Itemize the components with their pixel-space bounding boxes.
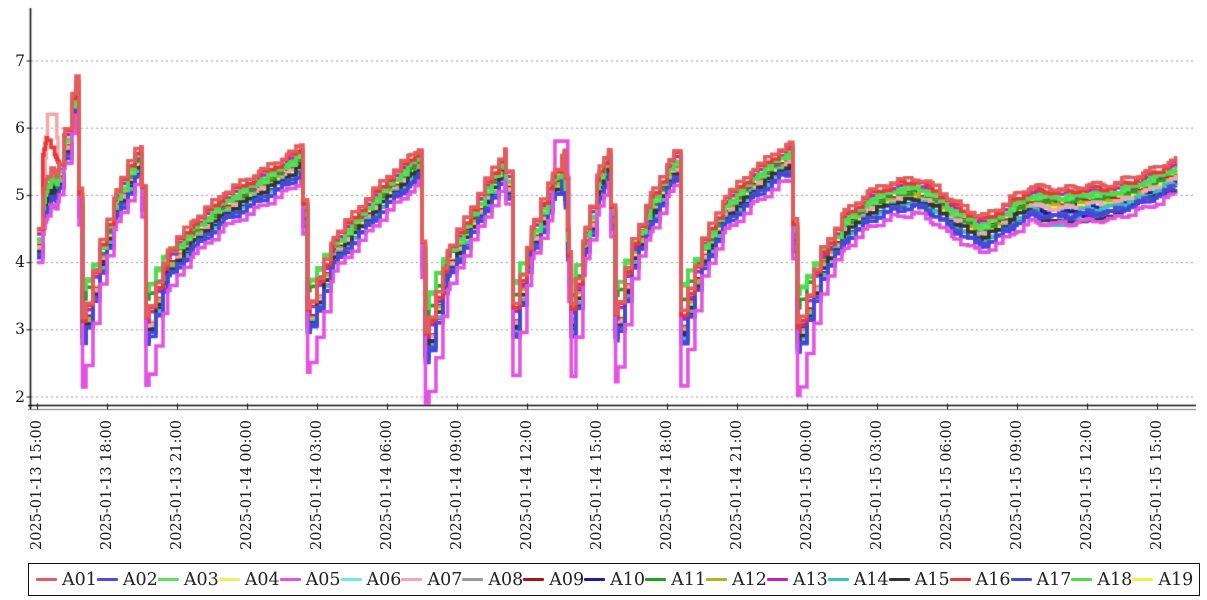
x-tick-label: 2025-01-15 09:00: [1008, 420, 1025, 550]
y-tick-label: 6: [15, 118, 25, 137]
legend-swatch: [888, 577, 910, 582]
legend-label: A02: [122, 569, 158, 590]
legend-item-A18: A18: [1071, 570, 1132, 590]
legend-label: A18: [1097, 569, 1133, 590]
legend-item-A14: A14: [827, 569, 889, 590]
legend-item-A02: A02: [96, 569, 158, 590]
legend-label: A19: [1158, 569, 1194, 590]
legend-item-A01: A01: [36, 570, 97, 590]
legend-swatch: [766, 577, 788, 582]
legend-swatch: [949, 577, 971, 582]
legend-item-A17: A17: [1010, 569, 1072, 590]
x-tick-label: 2025-01-14 18:00: [658, 420, 675, 550]
legend-swatch: [827, 577, 849, 582]
legend-swatch: [584, 577, 606, 582]
legend-swatch: [645, 577, 667, 582]
legend-label: A01: [62, 569, 97, 590]
y-tick-label: 4: [15, 253, 25, 272]
legend-label: A13: [792, 569, 828, 590]
legend-item-A16: A16: [949, 569, 1011, 590]
legend-swatch: [157, 577, 179, 582]
x-tick-label: 2025-01-13 18:00: [98, 420, 115, 550]
legend-item-A03: A03: [157, 569, 219, 590]
y-tick-label: 7: [15, 51, 25, 70]
legend-item-A06: A06: [340, 569, 402, 590]
legend-label: A17: [1036, 569, 1072, 590]
y-tick-label: 3: [15, 320, 25, 339]
legend-swatch: [1132, 577, 1154, 582]
legend-label: A11: [671, 569, 706, 590]
legend-swatch: [218, 577, 240, 582]
x-tick-label: 2025-01-14 12:00: [518, 420, 535, 550]
legend-swatch: [36, 577, 57, 582]
legend-label: A16: [975, 569, 1011, 590]
legend-item-A04: A04: [218, 569, 280, 590]
x-tick-label: 2025-01-13 21:00: [168, 420, 185, 550]
legend-item-A13: A13: [766, 569, 828, 590]
legend-label: A15: [914, 569, 950, 590]
legend-swatch: [523, 577, 545, 582]
legend-label: A09: [549, 569, 585, 590]
x-tick-label: 2025-01-15 03:00: [868, 420, 885, 550]
x-tick-label: 2025-01-13 15:00: [29, 420, 45, 550]
legend-item-A19: A19: [1132, 570, 1193, 590]
legend-swatch: [462, 577, 484, 582]
legend-swatch: [96, 577, 118, 582]
x-tick-label: 2025-01-14 09:00: [448, 420, 465, 550]
legend-label: A06: [366, 569, 402, 590]
x-tick-label: 2025-01-14 06:00: [378, 420, 395, 550]
chart-legend: A01 A02 A03 A04 A05 A06 A07 A08 A09 A10 A11 A12 A13 A…: [28, 563, 1200, 596]
legend-swatch: [401, 577, 423, 582]
legend-item-A09: A09: [523, 570, 584, 590]
legend-label: A03: [183, 569, 219, 590]
legend-swatch: [1010, 577, 1032, 582]
legend-swatch: [705, 577, 727, 582]
legend-swatch: [279, 577, 301, 582]
legend-label: A12: [731, 569, 767, 590]
legend-item-A12: A12: [705, 569, 767, 590]
legend-swatch: [1071, 577, 1093, 582]
legend-item-A11: A11: [645, 570, 706, 590]
legend-item-A10: A10: [584, 570, 645, 590]
x-tick-label: 2025-01-15 06:00: [938, 420, 955, 550]
x-tick-label: 2025-01-14 00:00: [238, 420, 255, 550]
legend-label: A04: [244, 569, 280, 590]
x-tick-label: 2025-01-15 15:00: [1148, 420, 1165, 550]
y-tick-label: 2: [15, 387, 25, 406]
legend-item-A08: A08: [462, 570, 523, 590]
legend-label: A07: [427, 569, 463, 590]
legend-swatch: [340, 577, 362, 582]
legend-label: A08: [488, 569, 524, 590]
legend-label: A14: [853, 569, 889, 590]
legend-item-A07: A07: [401, 570, 462, 590]
x-tick-label: 2025-01-14 15:00: [588, 420, 605, 550]
legend-item-A05: A05: [279, 569, 341, 590]
legend-label: A05: [305, 569, 341, 590]
legend-label: A10: [610, 569, 646, 590]
x-tick-label: 2025-01-14 21:00: [728, 420, 745, 550]
x-tick-label: 2025-01-15 00:00: [798, 420, 815, 550]
x-tick-label: 2025-01-15 12:00: [1078, 420, 1095, 550]
x-tick-label: 2025-01-14 03:00: [308, 420, 325, 550]
y-tick-label: 5: [15, 185, 25, 204]
legend-item-A15: A15: [888, 569, 950, 590]
